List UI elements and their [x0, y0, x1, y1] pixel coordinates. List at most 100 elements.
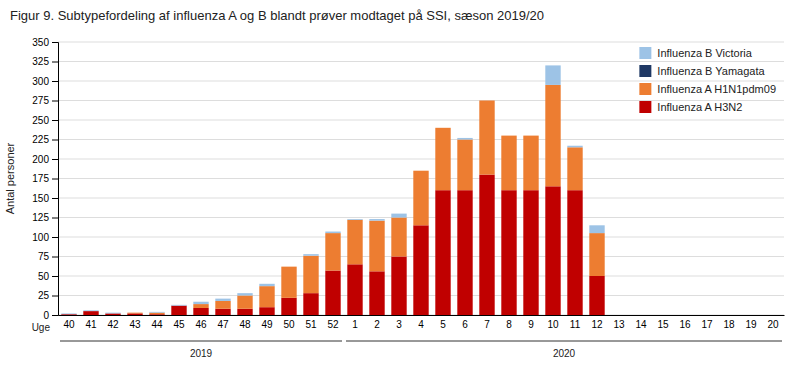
bar-segment	[677, 315, 692, 316]
bar-segment	[83, 311, 98, 312]
x-tick-label: 17	[701, 319, 713, 330]
x-tick-label: 43	[129, 319, 141, 330]
bar-segment	[391, 214, 406, 218]
x-tick-label: 13	[613, 319, 625, 330]
y-tick: 275	[32, 95, 58, 106]
bars	[61, 65, 604, 315]
x-tick-label: 44	[151, 319, 163, 330]
bar-segment	[633, 315, 648, 316]
legend-swatch	[639, 83, 651, 95]
year-bracket	[60, 341, 342, 342]
y-tick: 250	[32, 115, 58, 126]
legend-swatch	[639, 47, 651, 59]
grid-line	[58, 159, 784, 160]
bar-segment	[589, 225, 604, 233]
legend-label: Influenza B Yamagata	[657, 65, 765, 77]
bar-segment	[655, 315, 670, 316]
bar-segment	[105, 313, 120, 314]
x-tick: 49	[261, 319, 273, 330]
bar-segment	[765, 315, 780, 316]
y-tick: 325	[32, 56, 58, 67]
x-tick-label: 12	[591, 319, 603, 330]
bar-segment	[501, 136, 516, 191]
legend-label: Influenza A H1N1pdm09	[657, 83, 776, 95]
x-tick: 5	[440, 319, 446, 330]
y-tick-mark	[52, 179, 58, 180]
x-tick-label: 5	[440, 319, 446, 330]
x-tick-label: 16	[679, 319, 691, 330]
y-tick: 300	[32, 76, 58, 87]
bar-segment	[479, 100, 494, 101]
legend-entry: Influenza B Yamagata	[639, 65, 765, 77]
x-tick-label: 10	[547, 319, 559, 330]
bar-segment	[171, 305, 186, 306]
bar-segment	[281, 267, 296, 298]
bar-segment	[303, 256, 318, 293]
y-tick-mark	[52, 315, 58, 316]
year-bracket	[346, 341, 782, 342]
bar-segment	[611, 315, 626, 316]
legend-entry: Influenza B Victoria	[639, 47, 752, 59]
bar-segment	[479, 100, 494, 101]
y-tick-label: 125	[32, 212, 49, 223]
x-tick-label: 7	[484, 319, 490, 330]
x-tick: 52	[327, 319, 339, 330]
y-tick-mark	[52, 42, 58, 43]
x-tick-label: 47	[217, 319, 229, 330]
bar-segment	[83, 311, 98, 312]
bar-segment	[611, 315, 626, 316]
bar-segment	[721, 315, 736, 316]
bar-segment	[655, 315, 670, 316]
x-tick-label: 3	[396, 319, 402, 330]
x-tick-label: 50	[283, 319, 295, 330]
y-axis: 0255075100125150175200225250275300325350	[32, 37, 58, 321]
x-tick-label: 41	[85, 319, 97, 330]
bar-segment	[61, 313, 76, 315]
bar-segment	[743, 315, 758, 316]
bar-segment	[721, 315, 736, 316]
bar-segment	[699, 315, 714, 316]
y-tick-mark	[52, 198, 58, 199]
bar-segment	[369, 221, 384, 272]
bar-segment	[545, 186, 560, 315]
bar-segment	[611, 315, 626, 316]
y-tick-label: 250	[32, 115, 49, 126]
x-tick-label: 11	[570, 319, 581, 330]
x-tick-label: 48	[239, 319, 251, 330]
bar-segment	[259, 307, 274, 315]
x-tick: 47	[217, 319, 229, 330]
bar-segment	[699, 315, 714, 316]
bar-segment	[127, 312, 142, 313]
grid-line	[58, 42, 784, 43]
x-tick: 14	[635, 319, 647, 330]
legend-label: Influenza A H3N2	[657, 101, 742, 113]
x-tick: 19	[745, 319, 757, 330]
y-tick: 200	[32, 154, 58, 165]
bar-segment	[325, 233, 340, 270]
x-tick: 16	[679, 319, 691, 330]
y-tick: 50	[38, 271, 58, 282]
bar-segment	[435, 127, 450, 128]
x-tick: 50	[283, 319, 295, 330]
bar-segment	[743, 315, 758, 316]
bar-segment	[677, 315, 692, 316]
bar-segment	[281, 266, 296, 267]
bar-segment	[413, 225, 428, 315]
bar-segment	[193, 304, 208, 308]
bar-series	[127, 85, 604, 314]
bar-segment	[281, 266, 296, 267]
bar-segment	[325, 271, 340, 315]
y-tick: 125	[32, 212, 58, 223]
bar-segment	[347, 219, 362, 220]
y-axis-line	[52, 43, 59, 316]
grid-line	[58, 81, 784, 82]
x-tick-label: 14	[635, 319, 647, 330]
y-axis-title: Antal personer	[4, 142, 16, 214]
x-tick: 46	[195, 319, 207, 330]
bar-segment	[105, 313, 120, 315]
x-tick-label: 49	[261, 319, 273, 330]
bar-segment	[215, 299, 230, 301]
bar-segment	[567, 146, 582, 148]
y-tick-label: 325	[32, 56, 49, 67]
legend-swatch	[639, 65, 651, 77]
